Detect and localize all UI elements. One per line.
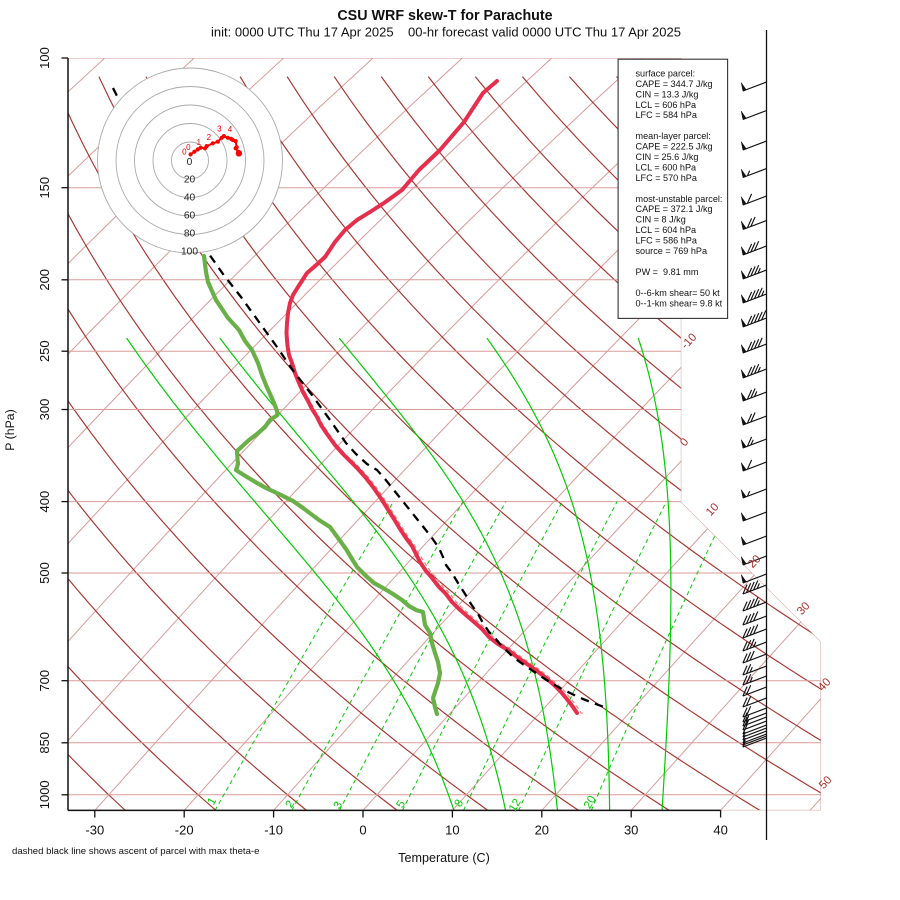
svg-text:40: 40 [184,193,196,204]
svg-text:850: 850 [37,732,52,754]
svg-text:1: 1 [197,138,202,147]
svg-text:mean-layer parcel:: mean-layer parcel: [636,131,711,141]
svg-text:LCL = 606 hPa: LCL = 606 hPa [636,100,698,110]
svg-text:20: 20 [535,823,549,838]
svg-text:5: 5 [395,799,409,811]
svg-text:-10: -10 [264,823,283,838]
svg-text:surface parcel:: surface parcel: [636,68,696,78]
svg-text:700: 700 [37,670,52,692]
svg-text:0--6-km shear= 50 kt: 0--6-km shear= 50 kt [636,288,721,298]
svg-text:0--1-km shear= 9.8 kt: 0--1-km shear= 9.8 kt [636,298,723,308]
svg-text:source = 769 hPa: source = 769 hPa [636,246,708,256]
svg-text:10: 10 [445,823,459,838]
svg-text:most-unstable parcel:: most-unstable parcel: [636,194,723,204]
svg-text:80: 80 [184,228,196,239]
svg-text:LFC = 570 hPa: LFC = 570 hPa [636,173,698,183]
svg-text:3: 3 [217,125,222,134]
svg-text:0: 0 [186,143,191,152]
svg-text:-20: -20 [175,823,194,838]
svg-text:P (hPa): P (hPa) [3,409,17,450]
svg-text:init: 0000 UTC Thu 17 Apr 2025: init: 0000 UTC Thu 17 Apr 2025 00-hr for… [211,25,681,40]
svg-text:2: 2 [284,799,298,811]
svg-text:0: 0 [187,157,193,168]
svg-text:LCL = 600 hPa: LCL = 600 hPa [636,163,698,173]
svg-text:20: 20 [184,175,196,186]
svg-text:500: 500 [37,562,52,584]
svg-text:CIN = 25.6 J/kg: CIN = 25.6 J/kg [636,152,699,162]
svg-text:LFC = 586 hPa: LFC = 586 hPa [636,236,698,246]
svg-text:150: 150 [37,177,52,199]
svg-text:CAPE = 372.1 J/kg: CAPE = 372.1 J/kg [636,204,713,214]
svg-text:dashed black line shows ascent: dashed black line shows ascent of parcel… [12,846,259,857]
svg-text:250: 250 [37,340,52,362]
svg-text:0: 0 [182,147,187,156]
svg-text:4: 4 [228,125,233,134]
svg-text:300: 300 [37,399,52,421]
svg-text:60: 60 [184,211,196,222]
svg-text:200: 200 [37,269,52,291]
svg-text:CAPE = 344.7 J/kg: CAPE = 344.7 J/kg [636,79,713,89]
svg-text:Temperature (C): Temperature (C) [398,851,490,865]
svg-text:-30: -30 [85,823,104,838]
svg-text:PW = 9.81 mm: PW = 9.81 mm [636,267,699,277]
svg-text:8: 8 [453,798,467,810]
svg-text:400: 400 [37,491,52,513]
svg-text:2: 2 [207,133,212,142]
svg-text:LCL = 604 hPa: LCL = 604 hPa [636,225,698,235]
svg-text:20: 20 [582,794,599,811]
svg-text:LFC = 584 hPa: LFC = 584 hPa [636,110,698,120]
svg-text:CSU WRF skew-T for Parachute: CSU WRF skew-T for Parachute [337,8,552,24]
svg-text:100: 100 [181,246,198,257]
svg-text:100: 100 [37,47,52,69]
svg-text:1000: 1000 [37,780,52,809]
svg-text:CIN = 8 J/kg: CIN = 8 J/kg [636,215,686,225]
svg-text:0: 0 [359,823,366,838]
svg-text:CIN = 13.3 J/kg: CIN = 13.3 J/kg [636,89,699,99]
svg-text:3: 3 [332,800,346,812]
svg-text:CAPE = 222.5 J/kg: CAPE = 222.5 J/kg [636,142,713,152]
svg-text:1: 1 [206,796,220,808]
svg-text:30: 30 [624,823,638,838]
svg-text:12: 12 [507,797,524,814]
svg-text:40: 40 [713,823,727,838]
